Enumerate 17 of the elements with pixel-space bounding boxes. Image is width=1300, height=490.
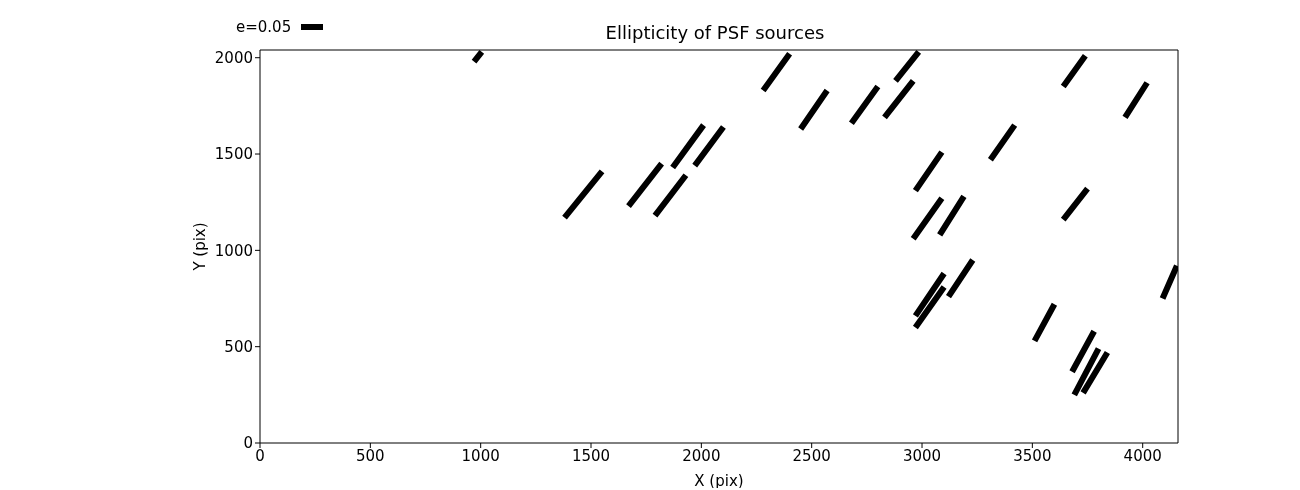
chart-title: Ellipticity of PSF sources [605, 22, 825, 43]
y-axis-title: Y (pix) [191, 222, 210, 272]
x-tick-label: 0 [255, 446, 265, 465]
legend-label: e=0.05 [236, 18, 292, 36]
x-tick-label: 500 [356, 446, 385, 465]
y-tick-label: 500 [224, 338, 253, 356]
y-tick-label: 0 [243, 434, 253, 453]
x-tick-label: 3500 [1013, 446, 1052, 465]
x-tick-label: 2000 [682, 446, 721, 465]
y-tick-label: 2000 [214, 49, 253, 68]
y-tick-label: 1000 [214, 241, 253, 260]
x-tick-label: 4000 [1123, 446, 1162, 465]
y-tick-label: 1500 [214, 145, 253, 164]
x-tick-label: 3000 [902, 446, 942, 465]
x-tick-label: 2500 [792, 446, 831, 465]
x-tick-label: 1000 [461, 446, 500, 465]
x-tick-label: 1500 [571, 446, 611, 465]
